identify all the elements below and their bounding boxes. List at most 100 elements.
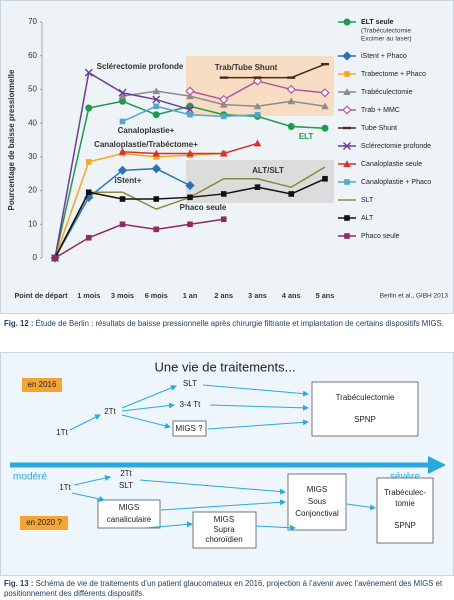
data-point — [321, 124, 329, 132]
node: Conjonctival — [295, 509, 339, 518]
data-point — [152, 95, 161, 104]
data-point — [153, 226, 160, 233]
data-point — [118, 148, 127, 155]
data-point — [186, 92, 194, 100]
annotation: Phaco seule — [180, 203, 227, 212]
data-point — [288, 191, 295, 197]
node: 2Tt — [104, 407, 116, 416]
node: 1Tt — [56, 428, 68, 437]
y-tick-label: 60 — [28, 51, 37, 60]
severity-arrowhead — [428, 456, 446, 474]
y-tick-label: 40 — [28, 118, 37, 127]
period-badge — [20, 516, 68, 530]
y-tick-label: 50 — [28, 85, 37, 94]
annotation: Canaloplastie/Trabéctome+ — [94, 140, 198, 149]
x-tick-label: 4 ans — [282, 291, 301, 300]
node: SPNP — [354, 415, 376, 424]
legend-label: Sclérectomie profonde — [361, 143, 431, 150]
legend-label: Trab + MMC — [361, 107, 400, 114]
data-point — [254, 111, 261, 118]
legend-note: (Trabéculectomie — [361, 28, 411, 35]
data-point — [186, 149, 194, 157]
data-point — [152, 111, 160, 119]
node: MIGS — [214, 515, 234, 524]
node: SLT — [119, 481, 133, 490]
data-point — [254, 184, 261, 190]
scale-start: modéré — [13, 472, 47, 483]
data-point — [220, 113, 227, 120]
period-label: en 2020 ? — [26, 518, 62, 527]
node: 2Tt — [120, 469, 132, 478]
y-tick-label: 0 — [33, 253, 38, 262]
y-tick-label: 20 — [28, 186, 37, 195]
legend-label: Phaco seule — [361, 233, 400, 240]
node: 3-4 Tt — [180, 400, 202, 409]
node: Sous — [308, 497, 326, 506]
data-point — [320, 88, 330, 98]
caption: Fig. 13 : Schéma de vie de traitements d… — [4, 579, 450, 599]
data-point — [117, 165, 128, 175]
x-tick-label: Point de départ — [14, 291, 68, 300]
data-point — [119, 97, 126, 105]
legend-marker — [344, 179, 350, 185]
annotation: iStent+ — [115, 176, 142, 185]
node: 1Tt — [59, 483, 71, 492]
legend-label: SLT — [361, 197, 374, 204]
node: choroïdien — [205, 535, 242, 544]
diagram: Une vie de traitements... en 2016 1Tt 2T… — [0, 352, 454, 576]
data-point — [152, 149, 161, 157]
period-badge — [22, 378, 62, 392]
annotation: Sclérectomie profonde — [97, 62, 184, 71]
y-axis-label: Pourcentage de baisse pressionnelle — [7, 69, 16, 210]
series-line — [223, 63, 326, 79]
node-box — [192, 511, 257, 549]
data-point — [187, 194, 193, 201]
legend-label: ALT — [361, 215, 374, 222]
data-point — [220, 191, 227, 197]
legend-marker — [342, 51, 352, 61]
legend-marker — [344, 215, 350, 221]
x-tick-label: 1 mois — [77, 291, 100, 300]
data-point — [253, 102, 262, 110]
x-tick-label: 6 mois — [145, 291, 168, 300]
legend-label: Canaloplastie seule — [361, 161, 422, 168]
diagram-title: Une vie de traitements... — [155, 359, 296, 374]
data-point — [118, 92, 127, 100]
legend-marker — [343, 18, 351, 26]
node-box — [172, 420, 207, 437]
x-tick-label: 1 an — [183, 291, 198, 300]
data-point — [85, 234, 92, 241]
node: SPNP — [394, 521, 416, 530]
chart-panel — [0, 0, 454, 314]
data-point — [119, 221, 126, 228]
x-tick-label: 2 ans — [214, 291, 233, 300]
y-tick-label: 30 — [28, 152, 37, 161]
data-point — [185, 180, 195, 191]
node: tomie — [395, 499, 415, 508]
legend-marker — [344, 71, 350, 77]
annotation: Canaloplastie+ — [118, 126, 175, 135]
data-point — [153, 103, 160, 110]
data-point — [151, 164, 161, 174]
series-line — [54, 152, 224, 259]
data-point — [118, 88, 127, 97]
data-point — [119, 196, 126, 202]
caption-label: Fig. 12 : — [4, 319, 34, 328]
legend-label: ELT seule — [361, 19, 394, 26]
data-point — [85, 189, 92, 196]
node: canaliculaire — [107, 515, 152, 524]
node: Trabéculectomie — [336, 393, 395, 402]
node-box — [311, 381, 419, 437]
scale-end: sévère — [390, 472, 420, 483]
data-point — [119, 118, 126, 125]
data-point — [84, 68, 93, 77]
data-point — [219, 94, 229, 105]
node: MIGS — [307, 485, 327, 494]
annotation: Trab/Tube Shunt — [215, 63, 278, 72]
data-point — [219, 149, 228, 157]
caption-text: Étude de Berlin : résultats de baisse pr… — [35, 319, 444, 328]
data-point — [219, 100, 228, 108]
data-point — [152, 87, 161, 95]
x-tick-label: 3 ans — [248, 291, 267, 300]
legend-label: Canaloplastie + Phaco — [361, 179, 431, 186]
